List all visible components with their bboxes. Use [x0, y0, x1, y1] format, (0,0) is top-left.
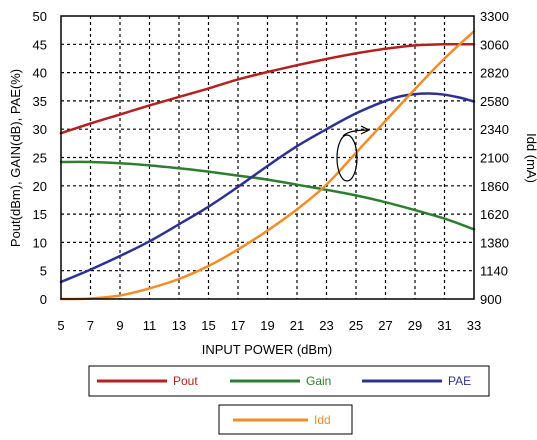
- x-axis-title: INPUT POWER (dBm): [202, 342, 333, 357]
- x-tick-label: 21: [290, 318, 304, 333]
- y2-tick-label: 2100: [480, 151, 509, 166]
- y2-tick-label: 1380: [480, 235, 509, 250]
- y-tick-label: 45: [33, 37, 47, 52]
- x-tick-label: 5: [57, 318, 64, 333]
- y-tick-label: 20: [33, 179, 47, 194]
- y-tick-labels: 0 5 10 15 20 25 30 35 40 45 50: [33, 9, 47, 307]
- legend-item-pae: PAE: [362, 374, 471, 388]
- y-tick-label: 35: [33, 94, 47, 109]
- x-tick-label: 25: [349, 318, 363, 333]
- series-line-pout: [59, 42, 476, 135]
- y2-tick-label: 1860: [480, 179, 509, 194]
- series-line-pae: [59, 92, 476, 284]
- y2-tick-label: 2820: [480, 66, 509, 81]
- legend-label-pae: PAE: [448, 374, 471, 388]
- x-tick-label: 7: [87, 318, 94, 333]
- y-tick-label: 5: [40, 264, 47, 279]
- series-line-idd: [59, 30, 476, 301]
- x-tick-label: 33: [467, 318, 481, 333]
- y-tick-label: 15: [33, 207, 47, 222]
- x-tick-label: 15: [201, 318, 215, 333]
- x-tick-label: 31: [437, 318, 451, 333]
- y-tick-label: 25: [33, 151, 47, 166]
- grid-lines: [61, 16, 474, 299]
- legend-label-pout: Pout: [173, 374, 198, 388]
- y-tick-label: 50: [33, 9, 47, 24]
- y-axis-title: Pout(dBm), GAIN(dB), PAE(%): [8, 69, 23, 247]
- x-tick-label: 27: [378, 318, 392, 333]
- y2-tick-label: 3060: [480, 37, 509, 52]
- annotation-arrow: [342, 129, 369, 137]
- x-tick-label: 23: [319, 318, 333, 333]
- y2-tick-label: 2580: [480, 94, 509, 109]
- y2-tick-label: 1140: [480, 264, 508, 279]
- legend-item-gain: Gain: [230, 374, 331, 388]
- y2-tick-label: 1620: [480, 207, 509, 222]
- y2-tick-label: 2340: [480, 122, 509, 137]
- x-tick-label: 19: [260, 318, 274, 333]
- legend-label-gain: Gain: [306, 374, 331, 388]
- x-tick-label: 17: [231, 318, 245, 333]
- y2-tick-label: 3300: [480, 9, 509, 24]
- y2-tick-labels: 900 1140 1380 1620 1860 2100 2340 2580 2820 3060 3…: [480, 9, 509, 307]
- legend-label-idd: Idd: [314, 413, 331, 427]
- series-line-gain: [59, 160, 476, 231]
- y-tick-label: 10: [33, 235, 47, 250]
- plot-frame: [60, 15, 475, 300]
- x-tick-label: 11: [143, 318, 157, 333]
- x-tick-label: 13: [172, 318, 186, 333]
- annotation-arrowhead: [360, 125, 371, 135]
- y2-axis-title: Idd (mA): [524, 133, 537, 183]
- series-lines: [59, 30, 476, 301]
- x-tick-label: 29: [408, 318, 422, 333]
- x-tick-labels: 5 7 9 11 13 15 17 19 21 23 25 27 29 31 33: [57, 318, 481, 333]
- idd-axis-annotation: [336, 125, 371, 182]
- y2-tick-label: 900: [480, 292, 502, 307]
- y-tick-label: 0: [40, 292, 47, 307]
- legend-item-idd: Idd: [233, 413, 331, 427]
- legend-item-pout: Pout: [97, 374, 198, 388]
- y-tick-label: 30: [33, 122, 47, 137]
- annotation-ellipse: [336, 134, 358, 182]
- y-tick-label: 40: [33, 66, 47, 81]
- x-tick-label: 9: [116, 318, 123, 333]
